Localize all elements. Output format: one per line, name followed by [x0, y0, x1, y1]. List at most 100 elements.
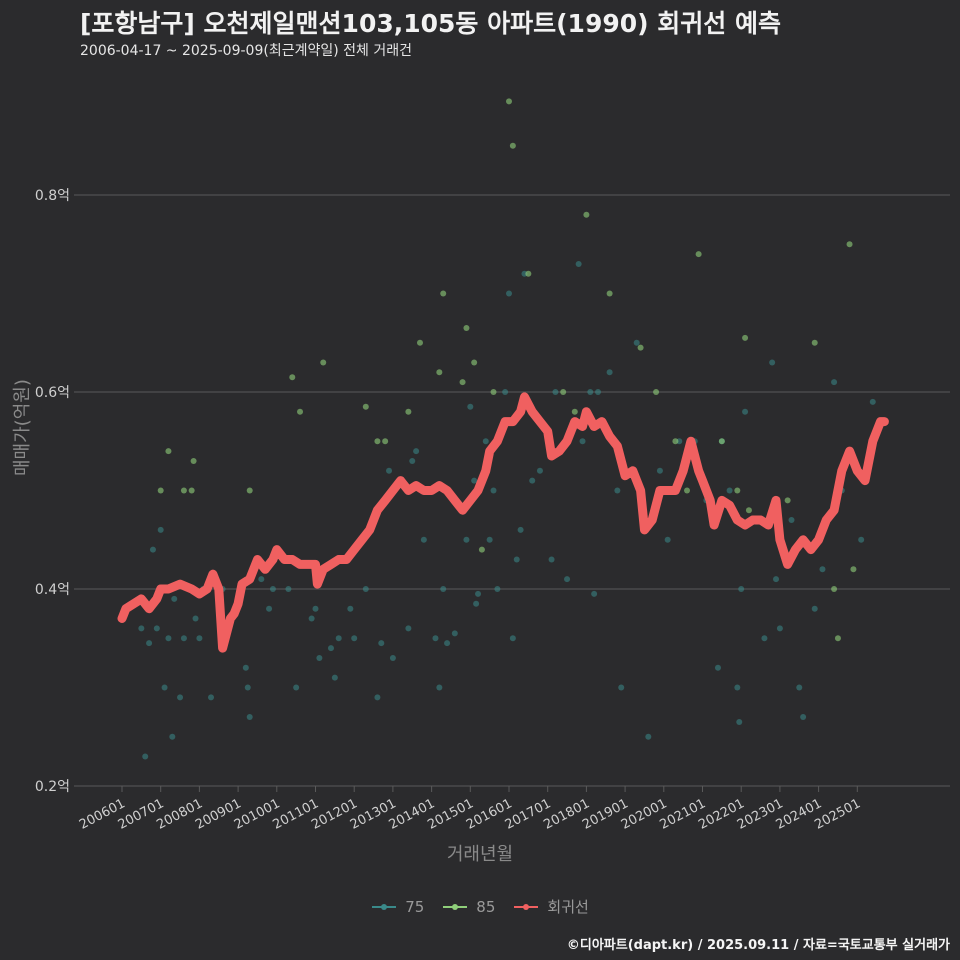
- point-75: [509, 635, 516, 642]
- point-85: [560, 389, 567, 395]
- point-85: [672, 438, 679, 445]
- legend-item-85[interactable]: 85: [442, 896, 495, 917]
- point-75: [788, 517, 795, 524]
- point-75: [831, 379, 838, 386]
- point-75: [444, 640, 451, 647]
- point-75: [552, 389, 559, 395]
- point-75: [436, 684, 443, 691]
- point-75: [736, 718, 743, 725]
- y-tick-label: 0.4억: [35, 582, 70, 598]
- point-75: [432, 635, 439, 642]
- point-75: [486, 536, 493, 543]
- point-85: [436, 369, 443, 376]
- point-75: [656, 467, 663, 474]
- legend-item-regression[interactable]: 회귀선: [513, 896, 589, 917]
- x-axis-label: 거래년월: [446, 844, 514, 865]
- legend: 75 85 회귀선: [0, 896, 960, 917]
- series-85-points: [157, 98, 857, 642]
- point-75: [362, 586, 369, 592]
- legend-swatch-85-icon: [443, 903, 468, 910]
- point-85: [190, 457, 197, 464]
- point-75: [149, 546, 156, 553]
- point-85: [811, 339, 818, 346]
- point-75: [738, 586, 745, 592]
- point-75: [606, 369, 613, 376]
- point-85: [718, 438, 725, 445]
- point-75: [591, 590, 598, 597]
- point-75: [513, 556, 520, 563]
- point-75: [180, 635, 187, 642]
- point-75: [378, 640, 385, 647]
- point-75: [800, 714, 807, 721]
- point-85: [320, 359, 327, 366]
- point-75: [714, 664, 721, 671]
- point-85: [834, 635, 841, 642]
- point-75: [316, 654, 323, 661]
- point-75: [161, 684, 168, 691]
- point-75: [192, 615, 199, 622]
- point-85: [478, 546, 485, 553]
- point-75: [405, 625, 412, 632]
- point-75: [308, 615, 315, 622]
- point-75: [169, 733, 176, 740]
- point-85: [742, 334, 749, 341]
- point-75: [536, 467, 543, 474]
- point-75: [595, 389, 602, 395]
- point-75: [351, 635, 358, 642]
- y-tick-label: 0.8억: [35, 188, 70, 204]
- point-85: [246, 487, 253, 494]
- point-75: [409, 457, 416, 464]
- point-75: [869, 398, 876, 405]
- legend-swatch-regression-icon: [514, 903, 539, 910]
- point-85: [362, 403, 369, 410]
- legend-label-regression: 회귀선: [547, 898, 589, 916]
- regression-line: [117, 392, 889, 653]
- point-75: [614, 487, 621, 494]
- point-75: [312, 605, 319, 612]
- point-85: [440, 290, 447, 297]
- point-75: [506, 290, 512, 297]
- axis-labels: 0.2억0.4억0.6억0.8억200601200701200801200901…: [35, 188, 863, 833]
- point-75: [726, 487, 733, 494]
- point-85: [606, 290, 613, 297]
- point-75: [761, 635, 768, 642]
- point-85: [157, 487, 164, 494]
- point-75: [138, 625, 145, 632]
- point-85: [684, 487, 691, 494]
- point-75: [347, 605, 354, 612]
- point-75: [269, 586, 276, 592]
- point-85: [784, 497, 791, 504]
- point-75: [664, 536, 671, 543]
- point-75: [529, 477, 536, 484]
- y-tick-label: 0.2억: [35, 779, 70, 795]
- point-75: [579, 438, 586, 445]
- point-85: [850, 566, 857, 573]
- point-75: [811, 605, 818, 612]
- point-75: [246, 714, 253, 721]
- point-85: [188, 487, 195, 494]
- point-85: [416, 339, 423, 346]
- point-75: [734, 684, 741, 691]
- point-75: [769, 359, 776, 366]
- point-85: [471, 359, 478, 366]
- point-85: [382, 438, 389, 445]
- point-75: [742, 408, 749, 415]
- point-75: [153, 625, 160, 632]
- point-75: [633, 339, 640, 346]
- point-75: [171, 595, 178, 602]
- legend-item-75[interactable]: 75: [371, 896, 424, 917]
- point-75: [266, 605, 273, 612]
- point-75: [389, 654, 396, 661]
- point-85: [509, 142, 516, 149]
- point-75: [242, 664, 249, 671]
- point-75: [285, 586, 292, 592]
- series-75-points: [138, 260, 876, 760]
- point-85: [405, 408, 412, 415]
- point-85: [637, 344, 644, 351]
- point-75: [440, 586, 447, 592]
- chart-subtitle: 2006-04-17 ~ 2025-09-09(최근계약일) 전체 거래건: [80, 43, 412, 59]
- y-axis-label: 매매가(억원): [12, 379, 33, 476]
- point-85: [463, 324, 470, 331]
- point-75: [548, 556, 555, 563]
- point-75: [618, 684, 625, 691]
